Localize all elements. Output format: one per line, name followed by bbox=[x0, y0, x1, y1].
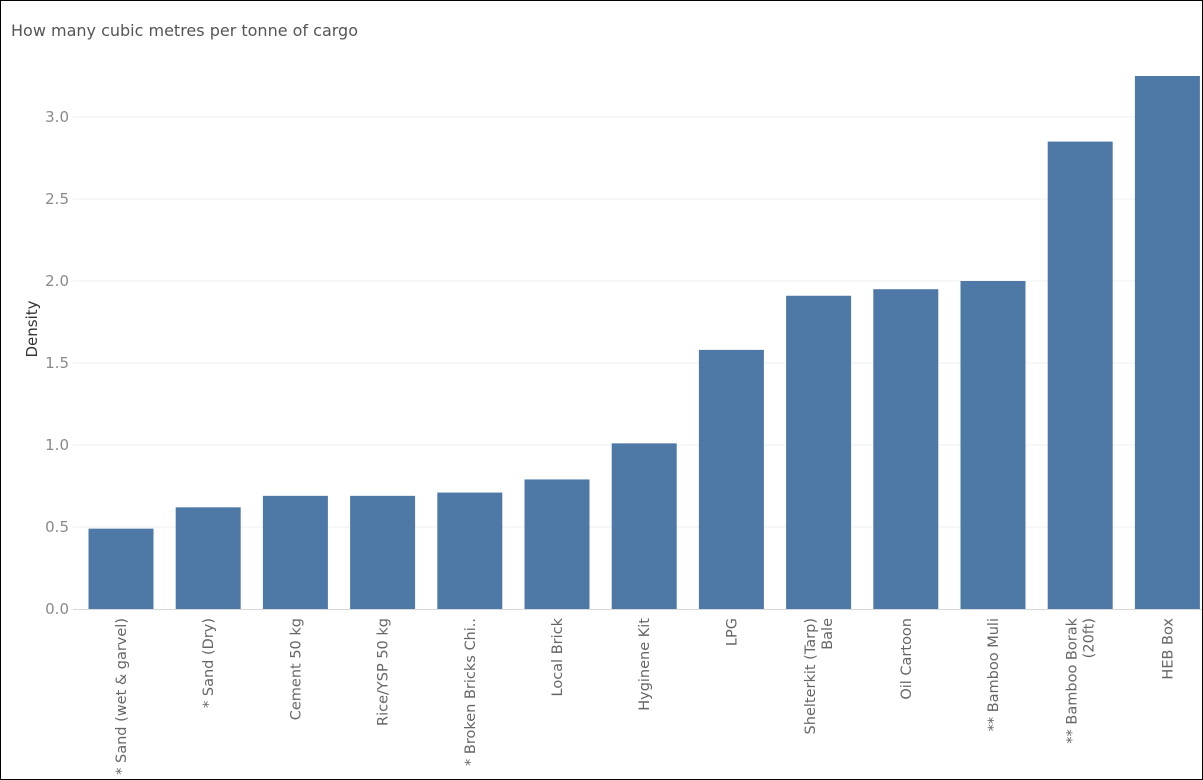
bar[interactable] bbox=[611, 443, 677, 609]
x-tick-label: Oil Cartoon bbox=[899, 618, 915, 700]
x-tick-label: ** Bamboo Borak bbox=[1065, 617, 1081, 743]
chart-title: How many cubic metres per tonne of cargo bbox=[11, 21, 358, 40]
y-tick-label: 0.0 bbox=[45, 600, 69, 618]
x-tick-label: Cement 50 kg bbox=[288, 618, 304, 720]
x-tick-label: * Sand (wet & garvel) bbox=[114, 618, 130, 775]
x-tick-label: ** Bamboo Muli bbox=[986, 618, 1002, 731]
bar[interactable] bbox=[1134, 76, 1200, 609]
bar[interactable] bbox=[960, 281, 1026, 609]
bar[interactable] bbox=[437, 492, 503, 609]
x-tick-label: Rice/YSP 50 kg bbox=[376, 618, 392, 726]
x-tick-label: HEB Box bbox=[1160, 618, 1176, 680]
y-tick-label: 2.0 bbox=[45, 272, 69, 290]
x-tick-label: (20ft) bbox=[1082, 618, 1098, 658]
bar[interactable] bbox=[88, 528, 154, 609]
x-tick-label: Local Brick bbox=[550, 617, 566, 696]
y-tick-label: 2.5 bbox=[45, 190, 69, 208]
x-tick-label: Shelterkit (Tarp) bbox=[803, 618, 819, 734]
x-tick-label: * Broken Bricks Chi.. bbox=[463, 618, 479, 766]
bar[interactable] bbox=[350, 495, 416, 609]
x-tick-label: * Sand (Dry) bbox=[201, 618, 217, 708]
bar[interactable] bbox=[175, 507, 241, 609]
x-tick-label: LPG bbox=[724, 618, 740, 646]
y-tick-label: 0.5 bbox=[45, 518, 69, 536]
y-tick-label: 1.0 bbox=[45, 436, 69, 454]
bar[interactable] bbox=[262, 495, 328, 609]
bar[interactable] bbox=[786, 295, 852, 609]
y-axis-title: Density bbox=[23, 300, 41, 357]
x-tick-label: Hyginene Kit bbox=[637, 618, 653, 711]
x-tick-label: Bale bbox=[820, 618, 836, 650]
bar[interactable] bbox=[873, 289, 939, 609]
y-tick-label: 3.0 bbox=[45, 108, 69, 126]
bar[interactable] bbox=[698, 349, 764, 609]
bar[interactable] bbox=[1047, 141, 1113, 609]
y-tick-label: 1.5 bbox=[45, 354, 69, 372]
bar[interactable] bbox=[524, 479, 590, 609]
